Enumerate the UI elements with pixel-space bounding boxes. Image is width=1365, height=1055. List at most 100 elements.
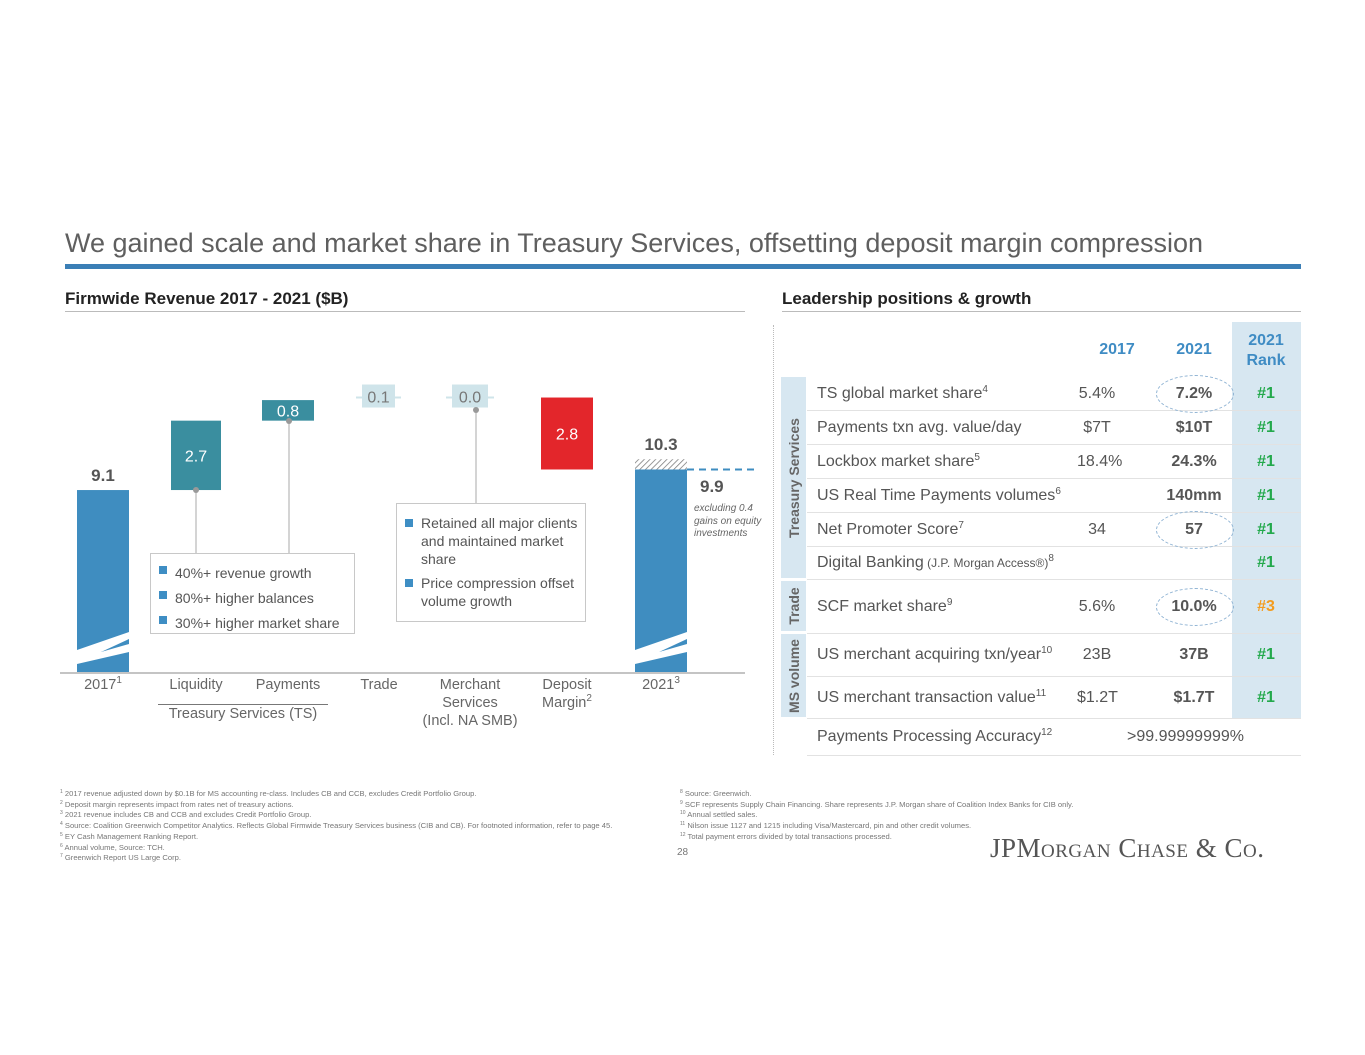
value-2021: 10.0% — [1171, 598, 1217, 615]
header-2017: 2017 — [1099, 341, 1135, 358]
rank-value: #1 — [1257, 688, 1275, 706]
value-2017: 5.4% — [1078, 385, 1116, 402]
row-value: >99.99999999% — [1127, 728, 1244, 745]
row-label: Digital Banking (J.P. Morgan Access®)8 — [817, 553, 1054, 572]
x-label: Payments — [255, 677, 321, 693]
table-row: Net Promoter Score7 34 57 #1 — [807, 510, 1301, 549]
title-rule — [65, 264, 1301, 269]
value-2021: 37B — [1179, 646, 1209, 663]
rank-value: #1 — [1257, 452, 1275, 470]
callout-bullet: Retained all major clients and maintaine… — [397, 514, 579, 568]
table-row: US merchant transaction value11 $1.2T $1.7… — [807, 677, 1301, 719]
data-label: 0.8 — [277, 403, 299, 420]
value-2017: 5.6% — [1078, 598, 1116, 615]
header-2021: 2021 — [1176, 341, 1212, 358]
row-label: SCF market share9 — [817, 597, 953, 616]
connector-dot — [193, 487, 199, 493]
header-rank: 2021 Rank — [1246, 332, 1286, 369]
bar-1 — [171, 420, 221, 491]
page-title: We gained scale and market share in Trea… — [65, 228, 1204, 258]
rank-value: #1 — [1257, 554, 1275, 571]
rank-value: #1 — [1257, 418, 1275, 436]
section-divider — [773, 325, 774, 755]
row-label: Lockbox market share5 — [817, 451, 980, 470]
logo: JPMorgan Chase & Co. — [990, 833, 1265, 863]
row-label: Payments txn avg. value/day — [817, 418, 1022, 436]
chart-heading: Firmwide Revenue 2017 - 2021 ($B) — [65, 289, 349, 308]
value-2021: 24.3% — [1171, 452, 1217, 470]
x-label: Deposit Margin2 — [542, 677, 592, 711]
footnote: 10 Annual settled sales. — [680, 810, 758, 820]
axis-break-icon — [635, 632, 687, 664]
value-2017: 18.4% — [1077, 452, 1123, 470]
data-label: 0.1 — [367, 390, 389, 407]
data-label: 10.3 — [644, 435, 677, 454]
table-row: SCF market share9 5.6% 10.0% #3 — [807, 581, 1301, 634]
footnote: 8 Source: Greenwich. — [680, 789, 752, 798]
x-label: Liquidity — [169, 677, 223, 693]
x-label: 20213 — [642, 675, 680, 694]
table-row: Payments txn avg. value/day $7T $10T #1 — [807, 411, 1301, 445]
row-label: US merchant transaction value11 — [817, 687, 1047, 706]
group-trade: Trade — [781, 581, 806, 631]
value-2021: $1.7T — [1173, 688, 1215, 706]
footnote: 3 2021 revenue includes CB and CCB and e… — [60, 810, 312, 820]
value-2021: 7.2% — [1175, 385, 1213, 402]
footnote: 6 Annual volume, Source: TCH. — [60, 842, 165, 852]
callout-bullet: 30%+ higher market share — [151, 611, 354, 636]
page-number: 28 — [677, 847, 689, 858]
footnote: 1 2017 revenue adjusted down by $0.1B fo… — [60, 789, 477, 798]
group-ms-volume: MS volume — [781, 634, 806, 717]
group-treasury-services: Treasury Services — [781, 377, 806, 578]
rank-value: #1 — [1257, 646, 1275, 663]
footnote: 4 Source: Coalition Greenwich Competitor… — [60, 821, 613, 831]
footnote: 7 Greenwich Report US Large Corp. — [60, 853, 181, 863]
footnote: 2 Deposit margin represents impact from … — [60, 799, 294, 809]
row-label: US Real Time Payments volumes6 — [817, 485, 1061, 504]
row-label: TS global market share4 — [817, 384, 988, 403]
callout-bullet: 80%+ higher balances — [151, 586, 354, 611]
table-row: US Real Time Payments volumes6 140mm #1 — [807, 479, 1301, 513]
adjusted-total-label: 9.9 — [700, 477, 724, 496]
x-label: 20171 — [84, 675, 122, 694]
data-label: 9.1 — [91, 466, 115, 485]
value-2017: 34 — [1088, 520, 1106, 538]
chart-heading-rule — [65, 311, 745, 312]
highlight-circle — [1156, 375, 1234, 413]
footnote: 5 EY Cash Management Ranking Report. — [60, 831, 199, 841]
bar-4 — [452, 384, 488, 408]
footnote: 12 Total payment errors divided by total… — [680, 831, 892, 841]
value-2017: $7T — [1083, 418, 1111, 436]
callout-bullet: 40%+ revenue growth — [151, 561, 354, 586]
value-2021: $10T — [1175, 418, 1213, 436]
rank-value: #1 — [1257, 486, 1275, 504]
highlight-circle — [1156, 588, 1234, 626]
table-row-last: Payments Processing Accuracy12 >99.99999… — [807, 719, 1301, 756]
rank-value: #1 — [1257, 520, 1275, 538]
axis-break-icon — [77, 632, 129, 664]
table-row: Digital Banking (J.P. Morgan Access®)8 #1 — [807, 547, 1301, 580]
ts-group-label: Treasury Services (TS) — [168, 706, 318, 722]
rank-column-bg — [1232, 322, 1301, 718]
adjusted-total-note: excluding 0.4 gains on equity investment… — [694, 503, 762, 539]
value-2017: $1.2T — [1077, 688, 1118, 706]
value-2017: 23B — [1082, 646, 1112, 663]
bar-5 — [541, 397, 593, 470]
highlight-circle — [1156, 510, 1234, 549]
connector-dot — [286, 418, 292, 424]
table-heading: Leadership positions & growth — [782, 289, 1032, 308]
table-row: TS global market share4 5.4% 7.2% #1 — [807, 375, 1301, 413]
row-label: Payments Processing Accuracy12 — [817, 727, 1053, 746]
x-label: Trade — [360, 677, 398, 693]
x-label: Merchant Services (Incl. NA SMB) — [422, 677, 518, 729]
value-2021: 140mm — [1166, 486, 1222, 504]
data-label: 2.7 — [185, 448, 207, 465]
bar-2 — [262, 400, 314, 421]
row-label: US merchant acquiring txn/year10 — [817, 645, 1053, 664]
table-row: Lockbox market share5 18.4% 24.3% #1 — [807, 445, 1301, 479]
footnote: 11 Nilson issue 1127 and 1215 including … — [680, 821, 972, 831]
rank-value: #3 — [1257, 598, 1275, 615]
rank-value: #1 — [1257, 385, 1275, 402]
bar-3 — [362, 384, 395, 408]
